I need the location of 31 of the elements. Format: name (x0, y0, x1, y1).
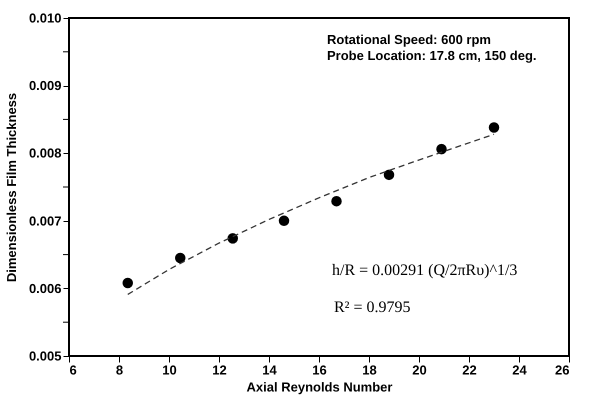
x-tick-label: 6 (70, 362, 77, 378)
annotation: Rotational Speed: 600 rpm (327, 32, 491, 47)
x-tick-label: 12 (212, 362, 227, 378)
annotation: Probe Location: 17.8 cm, 150 deg. (327, 48, 537, 63)
annotation: h/R = 0.00291 (Q/2πRυ)^1/3 (332, 262, 518, 279)
x-tick-label: 14 (262, 362, 278, 378)
y-tick-label: 0.010 (28, 10, 62, 26)
x-axis-title: Axial Reynolds Number (246, 380, 392, 394)
x-tick-label: 18 (362, 362, 377, 378)
point (175, 252, 186, 264)
y-tick-label: 0.005 (28, 348, 62, 364)
x-tick-label: 16 (312, 362, 327, 378)
annotation: R² = 0.9795 (334, 299, 410, 316)
x-tick-label: 22 (462, 362, 477, 378)
point (228, 233, 238, 244)
x-tick-label: 24 (512, 362, 528, 378)
point (384, 170, 394, 180)
point (488, 122, 500, 133)
y-tick-label: 0.008 (28, 146, 62, 161)
x-tick-label: 8 (116, 362, 124, 378)
y-axis-title: Dimensionless Film Thickness (4, 92, 19, 282)
point (278, 216, 290, 226)
x-tick-label: 10 (162, 362, 177, 378)
point (331, 196, 342, 206)
y-tick-label: 0.007 (28, 213, 62, 228)
x-tick-label: 26 (555, 362, 570, 378)
y-tick-label: 0.009 (28, 78, 62, 94)
x-tick-label: 20 (412, 362, 427, 378)
point (436, 144, 447, 154)
point (122, 278, 133, 288)
y-tick-label: 0.006 (28, 280, 62, 296)
